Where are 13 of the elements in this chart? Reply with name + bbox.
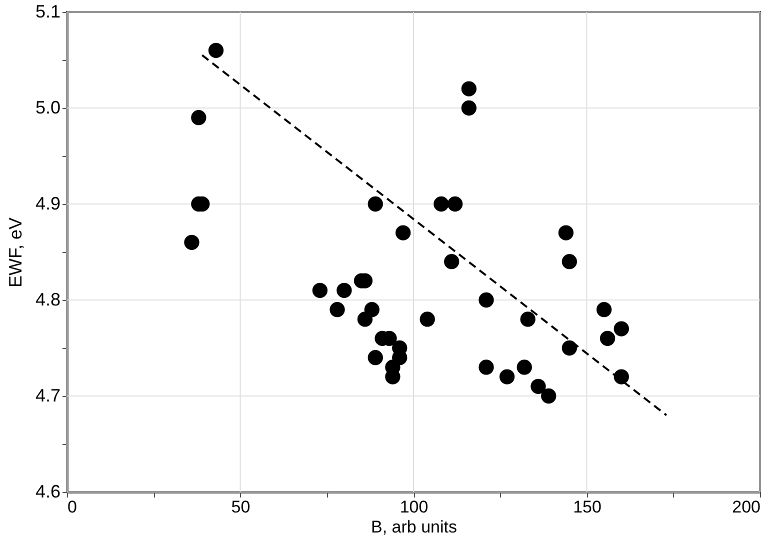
- y-tick-label: 4.6: [35, 482, 60, 502]
- x-tick-label: 0: [68, 498, 77, 516]
- y-tick-label: 5.0: [35, 98, 60, 118]
- y-tick-label: 5.1: [35, 2, 60, 22]
- x-tick-label: 50: [231, 498, 250, 516]
- y-tick-label: 4.7: [35, 386, 60, 406]
- x-tick-label: 150: [573, 498, 602, 516]
- y-tick-label: 4.9: [35, 194, 60, 214]
- x-tick-label: 200: [732, 498, 760, 516]
- x-tick-label: 100: [400, 498, 428, 516]
- x-axis-title: B, arb units: [371, 518, 457, 536]
- y-tick-label: 4.8: [35, 290, 60, 310]
- y-axis-title: EWF, eV: [5, 217, 26, 288]
